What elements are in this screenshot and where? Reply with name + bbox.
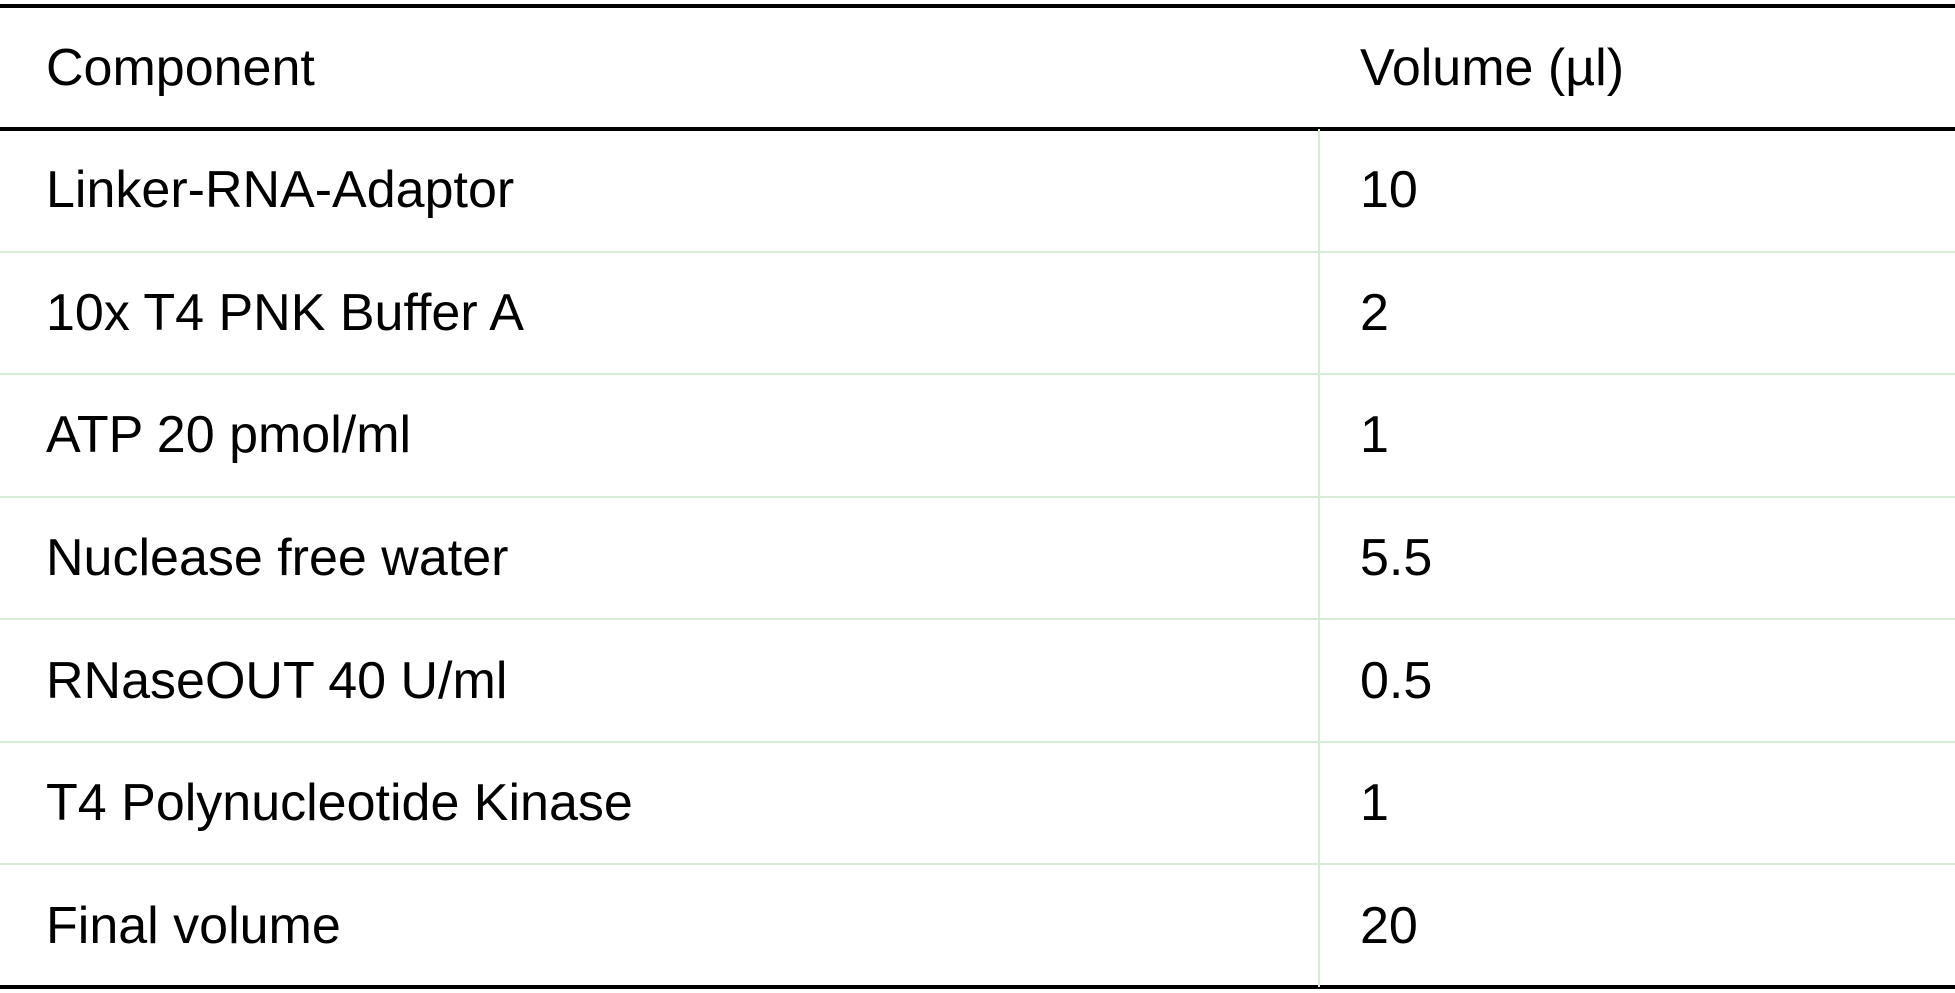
row-divider [0, 373, 1955, 376]
header-cell: Volume (µl) [1360, 38, 1625, 97]
volume-cell: 0.5 [1360, 651, 1433, 710]
column-divider [1318, 129, 1320, 987]
component-cell: Linker-RNA-Adaptor [46, 161, 515, 220]
volume-cell: 5.5 [1360, 529, 1433, 587]
top-border [0, 4, 1955, 8]
header-cell: Component [46, 38, 315, 97]
volume-cell: 2 [1360, 283, 1389, 342]
component-cell: RNaseOUT 40 U/ml [46, 651, 508, 710]
component-cell: Final volume [46, 896, 341, 955]
component-cell: 10x T4 PNK Buffer A [46, 283, 524, 342]
volume-cell: 10 [1360, 161, 1418, 220]
row-divider [0, 863, 1955, 866]
volume-cell: 20 [1360, 896, 1418, 955]
component-cell: ATP 20 pmol/ml [46, 406, 412, 465]
component-cell: Nuclease free water [46, 529, 509, 587]
volume-cell: 1 [1360, 406, 1389, 465]
bottom-border [0, 985, 1955, 989]
component-cell: T4 Polynucleotide Kinase [46, 774, 633, 833]
header-border [0, 127, 1955, 131]
row-divider [0, 740, 1955, 743]
row-divider [0, 618, 1955, 621]
volume-cell: 1 [1360, 774, 1389, 833]
row-divider [0, 495, 1955, 498]
row-divider [0, 250, 1955, 253]
